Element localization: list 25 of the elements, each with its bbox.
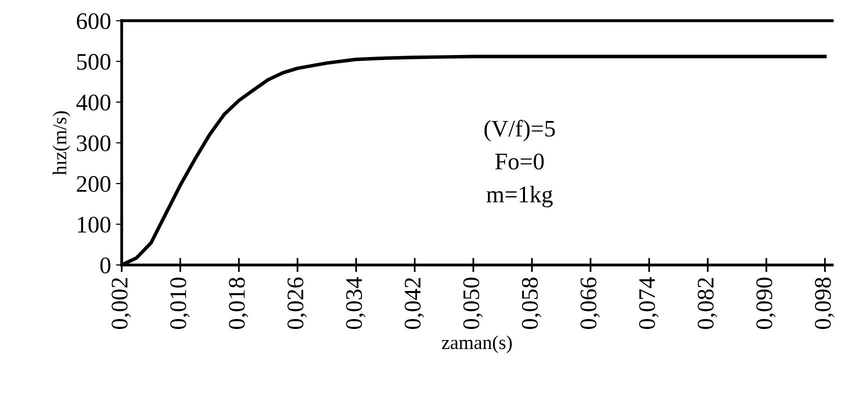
y-axis-title: hız(m/s) <box>52 111 70 176</box>
x-tick-label: 0,018 <box>228 278 248 329</box>
x-tick-label: 0,026 <box>287 277 307 329</box>
x-tick-label: 0,090 <box>756 278 776 329</box>
x-tick-label: 0,082 <box>698 278 718 329</box>
x-tick-label: 0,042 <box>404 278 424 329</box>
x-tick-label: 0,066 <box>580 277 600 329</box>
y-tick-label: 200 <box>76 176 110 192</box>
y-tick-label: 600 <box>76 13 110 30</box>
y-tick-label: 100 <box>78 216 110 233</box>
x-tick-label: 0,098 <box>814 278 834 329</box>
x-tick-label: 0,050 <box>463 278 483 329</box>
y-tick-label: 300 <box>76 135 110 152</box>
x-tick-label: 0,058 <box>522 278 542 329</box>
annotation: (V/f)=5 <box>484 120 555 142</box>
x-tick-label: 0,034 <box>346 277 366 329</box>
x-tick-label: 0,074 <box>639 277 658 329</box>
y-tick-label: 0 <box>100 257 110 274</box>
annotation: Fo=0 <box>495 154 544 170</box>
x-axis-title: zaman(s) <box>442 335 512 354</box>
y-tick-label: 400 <box>76 94 110 111</box>
x-tick-label: 0,010 <box>170 278 190 329</box>
x-tick-label: 0,002 <box>112 278 131 329</box>
y-tick-label: 500 <box>77 54 110 70</box>
annotation: m=1kg <box>486 186 553 208</box>
